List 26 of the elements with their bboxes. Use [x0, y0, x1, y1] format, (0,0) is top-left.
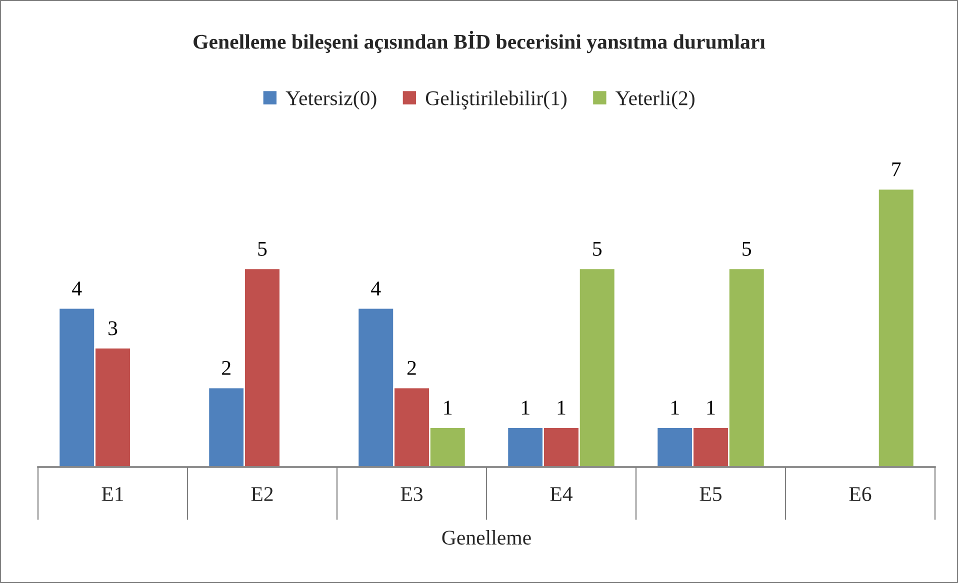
- x-tick-label: E3: [400, 487, 423, 502]
- data-label: 1: [707, 400, 715, 415]
- x-tick-label: E6: [849, 487, 872, 502]
- data-label: 5: [593, 242, 602, 256]
- data-label: 1: [444, 400, 452, 415]
- x-tick-label: E1: [102, 487, 124, 501]
- x-axis-title: Genelleme: [442, 530, 531, 545]
- data-label: 3: [108, 321, 118, 336]
- data-label: 7: [892, 162, 901, 176]
- chart-title: Genelleme bileşeni açısından BİD becerisini yansıtma durumları: [194, 30, 766, 54]
- legend-label: Yetersiz(0): [286, 90, 376, 110]
- data-label: 4: [371, 282, 381, 296]
- data-label: 5: [742, 242, 752, 256]
- data-label: 4: [72, 282, 82, 296]
- legend-label: Geliştirilebilir(1): [426, 90, 566, 110]
- bar: [877, 188, 915, 467]
- legend-label: Yeterli(2): [616, 90, 694, 110]
- x-tick-label: E4: [550, 487, 572, 501]
- data-label: 5: [258, 242, 267, 256]
- x-tick-label: E5: [700, 487, 722, 502]
- x-tick-label: E2: [251, 487, 273, 501]
- data-label: 2: [222, 360, 230, 375]
- data-label: 1: [558, 400, 566, 415]
- data-label: 1: [522, 400, 530, 415]
- data-label: 2: [407, 360, 416, 375]
- data-label: 1: [671, 400, 679, 415]
